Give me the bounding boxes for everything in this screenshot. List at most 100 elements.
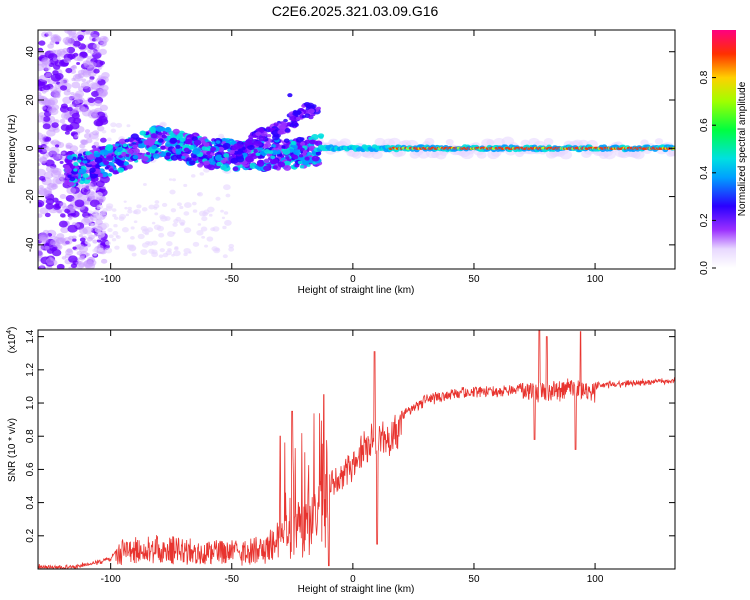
noise-pixel <box>93 141 100 146</box>
branch-pixel <box>289 123 295 128</box>
noise-pixel <box>151 221 156 225</box>
noise-pixel <box>45 72 52 77</box>
noise-pixel <box>47 97 59 106</box>
ridge-pixel <box>112 170 118 175</box>
x-tick-label: -100 <box>101 274 121 285</box>
noise-pixel <box>96 239 102 243</box>
ridge-pixel <box>269 157 279 165</box>
noise-pixel <box>111 208 117 212</box>
noise-pixel <box>79 51 88 58</box>
ridge-pixel <box>79 168 87 175</box>
noise-pixel <box>65 67 73 74</box>
noise-pixel <box>176 202 182 207</box>
noise-pixel <box>145 240 151 245</box>
noise-pixel <box>224 219 232 226</box>
noise-pixel <box>56 210 61 214</box>
noise-pixel <box>154 212 159 216</box>
spectrogram-ylabel: Frequency (Hz) <box>7 115 18 184</box>
noise-pixel <box>95 180 105 188</box>
ridge-pixel <box>223 153 230 158</box>
ridge-pixel <box>309 139 316 145</box>
ridge-pixel <box>63 166 72 174</box>
noise-pixel <box>92 43 100 50</box>
noise-pixel <box>200 226 208 232</box>
ridge-pixel <box>106 155 114 162</box>
noise-pixel <box>52 70 59 76</box>
x-tick-label: 100 <box>587 574 604 585</box>
noise-pixel <box>99 42 107 47</box>
noise-pixel <box>61 256 67 260</box>
noise-pixel <box>123 200 127 203</box>
snr-series-line <box>38 330 675 569</box>
noise-pixel <box>38 244 44 252</box>
ridge-pixel <box>149 128 154 133</box>
noise-pixel <box>108 234 114 239</box>
noise-pixel <box>38 185 44 189</box>
ridge-pixel <box>222 142 231 149</box>
noise-pixel <box>159 248 165 253</box>
ridge-pixel <box>146 151 151 156</box>
noise-pixel <box>153 203 160 209</box>
noise-pixel <box>111 238 117 242</box>
noise-pixel <box>98 232 102 236</box>
noise-pixel <box>101 129 107 134</box>
y-tick-label: 1.0 <box>25 396 36 410</box>
ridge-pixel <box>127 137 134 143</box>
noise-pixel <box>55 144 60 148</box>
noise-pixel <box>208 213 213 217</box>
ridge-pixel <box>80 177 86 181</box>
noise-pixel <box>45 203 54 210</box>
noise-pixel <box>92 131 96 134</box>
branch-pixel <box>283 118 288 123</box>
band-pixel <box>424 137 435 146</box>
ridge-pixel <box>207 154 213 159</box>
noise-pixel <box>86 236 93 242</box>
noise-pixel <box>97 88 108 97</box>
noise-pixel <box>56 153 61 157</box>
noise-pixel <box>44 212 51 218</box>
ridge-pixel <box>204 145 212 152</box>
chart-title: C2E6.2025.321.03.09.G16 <box>272 3 439 19</box>
noise-pixel <box>98 48 107 55</box>
noise-pixel <box>71 81 81 89</box>
noise-pixel <box>91 82 101 91</box>
noise-pixel <box>158 254 164 258</box>
noise-pixel <box>62 237 73 246</box>
noise-pixel <box>153 224 161 230</box>
noise-pixel <box>87 97 95 103</box>
snr-scale-label: (x104) <box>6 327 18 354</box>
noise-pixel <box>166 241 173 247</box>
noise-pixel <box>131 252 137 257</box>
noise-pixel <box>72 246 77 250</box>
noise-pixel <box>52 241 61 248</box>
branch-pixel <box>271 130 278 135</box>
branch-pixel <box>308 115 314 120</box>
noise-pixel <box>128 245 137 252</box>
noise-pixel <box>183 227 192 234</box>
noise-pixel <box>80 81 90 89</box>
noise-pixel <box>92 239 98 244</box>
noise-pixel <box>97 237 102 240</box>
noise-pixel <box>113 216 119 220</box>
noise-pixel <box>68 255 78 263</box>
ridge-pixel <box>85 151 91 156</box>
ridge-pixel <box>164 127 172 133</box>
noise-pixel <box>140 249 148 255</box>
noise-pixel <box>170 208 177 213</box>
noise-pixel <box>158 232 165 238</box>
ridge-pixel <box>197 163 203 168</box>
ridge-pixel <box>160 145 166 150</box>
noise-pixel <box>60 103 68 109</box>
noise-pixel <box>101 72 110 79</box>
noise-pixel <box>70 92 75 96</box>
noise-pixel <box>70 263 78 269</box>
noise-pixel <box>97 66 102 70</box>
noise-pixel <box>118 216 125 221</box>
noise-pixel <box>203 209 210 215</box>
colorbar-gradient <box>712 30 736 268</box>
branch-pixel <box>236 150 243 155</box>
branch-pixel <box>292 109 298 114</box>
noise-pixel <box>97 247 104 253</box>
ridge-pixel <box>155 126 164 132</box>
